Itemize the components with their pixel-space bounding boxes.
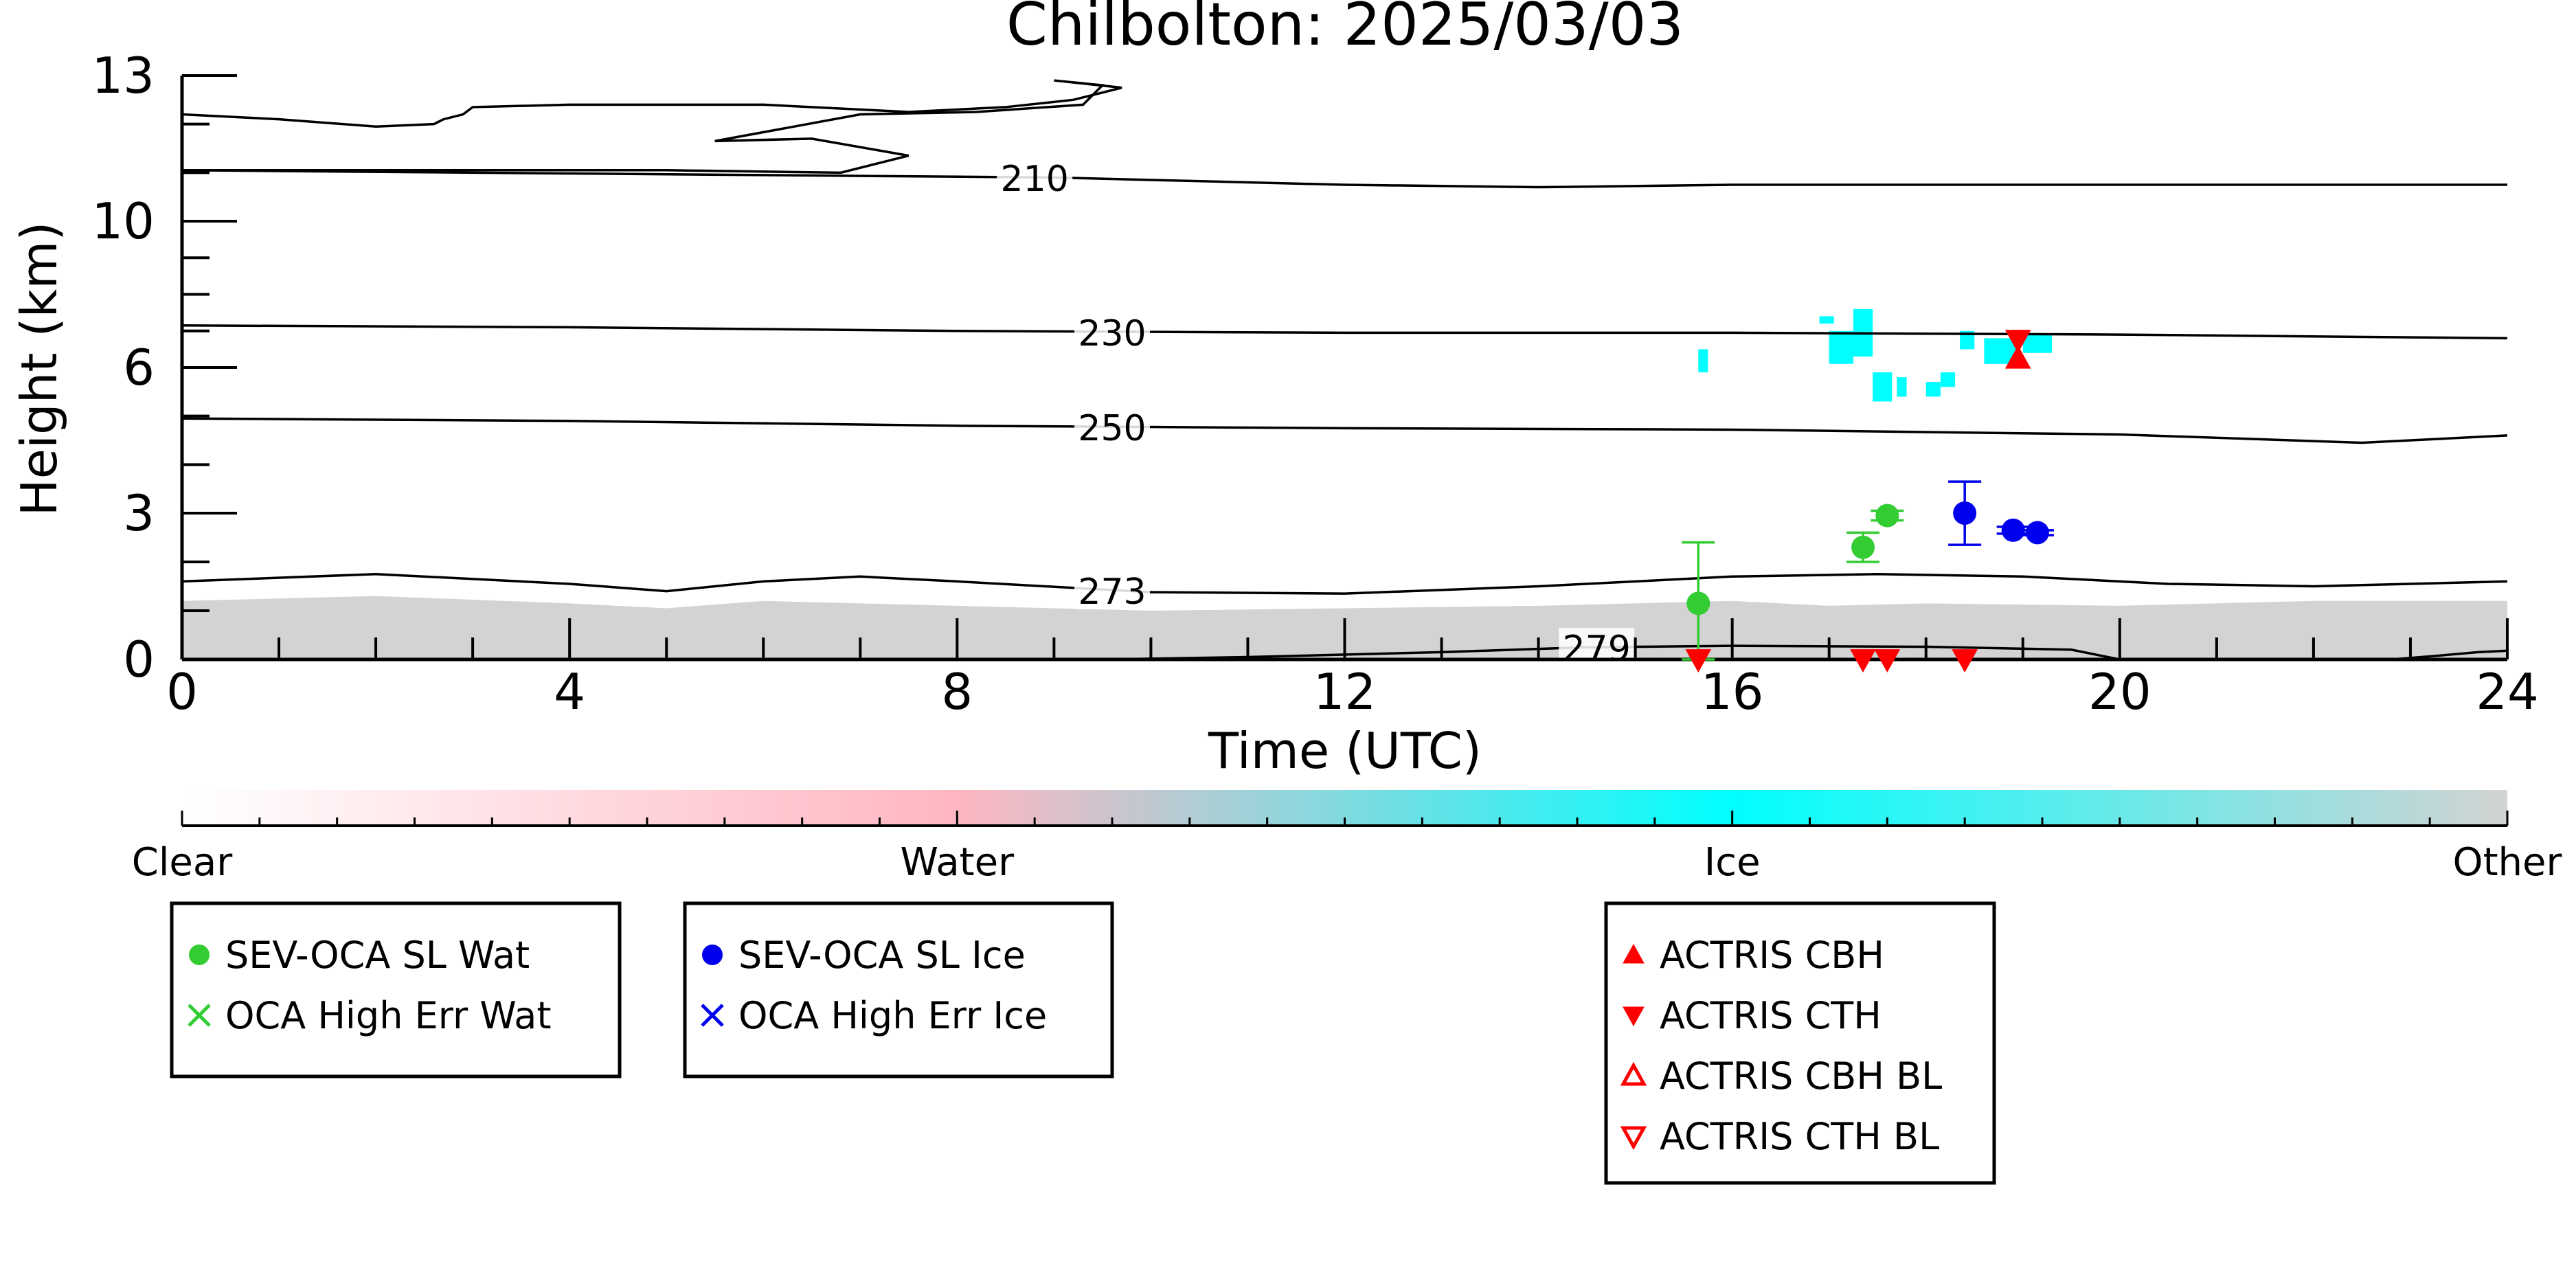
ice-mask-patch — [1897, 377, 1907, 397]
ice-mask-patch — [1873, 372, 1893, 402]
chart-title: Chilbolton: 2025/03/03 — [1006, 0, 1684, 59]
legend-label: ACTRIS CTH BL — [1660, 1115, 1939, 1158]
contour-label-bg — [1074, 570, 1150, 609]
legend-marker — [702, 945, 723, 965]
contour-label: 273 — [1078, 572, 1146, 613]
contour-label-bg — [1074, 407, 1150, 447]
data-point — [1685, 649, 1712, 673]
x-tick-label: 12 — [1313, 663, 1377, 721]
ice-mask-patch — [1819, 316, 1834, 324]
ice-mask-patch — [1960, 330, 1975, 350]
temperature-contour — [2391, 649, 2508, 661]
data-point — [1953, 501, 1977, 525]
temperature-contour — [181, 169, 2507, 189]
ice-mask-patch — [2022, 335, 2053, 353]
contour-label: 250 — [1078, 408, 1146, 449]
colorbar-label: Ice — [1704, 840, 1761, 885]
y-tick-label: 10 — [91, 192, 155, 250]
colorbar-label: Clear — [132, 840, 233, 885]
data-point — [2025, 521, 2049, 545]
y-tick-label: 13 — [91, 47, 155, 104]
data-point — [2004, 330, 2031, 354]
temperature-contour — [181, 417, 2508, 444]
temperature-contour — [181, 324, 2508, 340]
legend-marker — [189, 945, 210, 965]
legend-label: ACTRIS CTH — [1660, 994, 1882, 1037]
contour-label-bg — [997, 158, 1073, 197]
data-point — [1686, 591, 1710, 615]
ice-mask-patch — [1925, 382, 1941, 397]
x-tick-label: 4 — [554, 663, 585, 721]
x-tick-label: 8 — [941, 663, 973, 721]
legend-box: SEV-OCA SL Ice OCA High Err Ice — [683, 901, 1114, 1078]
data-point — [1850, 649, 1876, 673]
contour-label: 210 — [1001, 159, 1069, 200]
legend-label: OCA High Err Wat — [225, 994, 552, 1037]
y-axis-label: Height (km) — [10, 222, 68, 517]
legend-marker — [1620, 1061, 1647, 1086]
legend-marker — [1620, 1126, 1647, 1151]
legend-frame — [170, 901, 622, 1078]
legend-marker — [1623, 1006, 1645, 1027]
legend-label: ACTRIS CBH — [1660, 934, 1884, 977]
x-tick-label: 20 — [2088, 663, 2151, 721]
y-tick-label: 3 — [123, 484, 155, 542]
contour-label: 230 — [1078, 313, 1146, 354]
temperature-contour — [181, 79, 1122, 174]
series-actris-cth — [1685, 330, 2031, 673]
y-tick-label: 0 — [123, 631, 155, 688]
contour-label-bg — [1074, 312, 1150, 351]
data-point — [1952, 649, 1978, 673]
x-tick-label: 0 — [166, 663, 198, 721]
legend-box: SEV-OCA SL Wat OCA High Err Wat — [170, 901, 622, 1078]
ice-mask-patch — [1829, 330, 1853, 364]
legend-marker — [1623, 943, 1645, 964]
legend-marker — [188, 1004, 211, 1027]
x-axis-label: Time (UTC) — [1208, 722, 1482, 780]
plot-area: 210 230 250 273 279 0 4 8 12 16 20 24 0 3 6 10 13 — [91, 47, 2538, 721]
temperature-contour — [181, 572, 2508, 595]
legend-frame — [683, 901, 1114, 1078]
legend-label: SEV-OCA SL Wat — [225, 934, 530, 977]
legend-box: ACTRIS CBH ACTRIS CTH ACTRIS CBH BL ACTRIS … — [1604, 901, 1996, 1185]
temperature-contour — [1102, 644, 2121, 661]
x-tick-label: 16 — [1701, 663, 1764, 721]
ice-mask-patch — [1940, 372, 1956, 387]
x-tick-label: 24 — [2476, 663, 2539, 721]
data-point — [1875, 504, 1899, 528]
colorbar-label: Other — [2452, 840, 2562, 885]
y-tick-label: 6 — [123, 339, 155, 396]
legend-frame — [1604, 901, 1996, 1185]
series-sev-oca-sl-wat — [1682, 504, 1904, 661]
data-point — [1874, 649, 1901, 673]
data-point — [2004, 345, 2031, 369]
contour-label: 279 — [1563, 629, 1631, 670]
series-sev-oca-sl-ice — [1948, 480, 2054, 546]
series-actris-cbh — [2004, 345, 2031, 369]
legend-label: SEV-OCA SL Ice — [738, 934, 1026, 977]
ice-mask-patch — [1698, 349, 1708, 373]
legend-label: OCA High Err Ice — [738, 994, 1047, 1037]
legend-marker — [701, 1004, 724, 1027]
legend-label: ACTRIS CBH BL — [1660, 1054, 1942, 1098]
colorbar-label: Water — [901, 840, 1015, 885]
data-point — [1851, 535, 1875, 559]
colorbar: Clear Water Ice Other — [132, 790, 2562, 885]
data-point — [2001, 518, 2025, 542]
